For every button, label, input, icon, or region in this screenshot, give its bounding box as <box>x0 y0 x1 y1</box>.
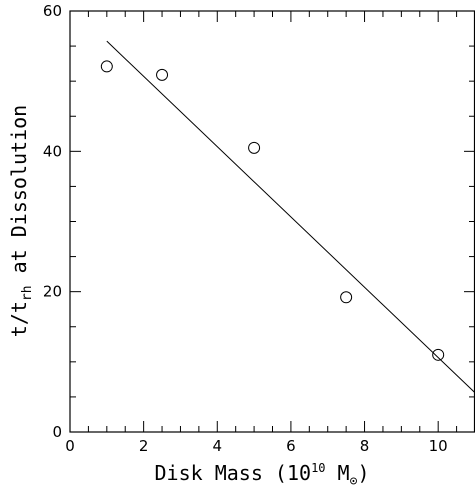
y-tick-label: 60 <box>43 2 62 20</box>
x-tick-label: 6 <box>286 437 296 455</box>
plot-border <box>69 10 475 433</box>
data-point <box>432 348 445 361</box>
data-point <box>100 60 113 73</box>
axis-ticks <box>69 10 475 433</box>
tick-labels: 0 2 4 6 8 10 0 20 40 60 <box>43 2 448 455</box>
data-points <box>100 60 445 361</box>
x-tick-label: 8 <box>360 437 370 455</box>
x-tick-label: 4 <box>212 437 222 455</box>
x-tick-label: 2 <box>139 437 149 455</box>
x-tick-label: 0 <box>65 437 75 455</box>
fit-line <box>106 40 475 394</box>
data-point <box>340 291 353 304</box>
data-point <box>156 68 169 81</box>
x-tick-label: 10 <box>429 437 448 455</box>
y-tick-label: 0 <box>52 423 62 441</box>
fit-line-group <box>106 40 475 394</box>
data-point <box>248 141 261 154</box>
x-axis-title: Disk Mass (1010 M⊙) <box>155 461 370 486</box>
y-tick-label: 20 <box>43 283 62 301</box>
y-tick-label: 40 <box>43 142 62 160</box>
y-axis-title: t/trh at Dissolution <box>7 105 35 337</box>
plot-frame <box>69 10 475 433</box>
